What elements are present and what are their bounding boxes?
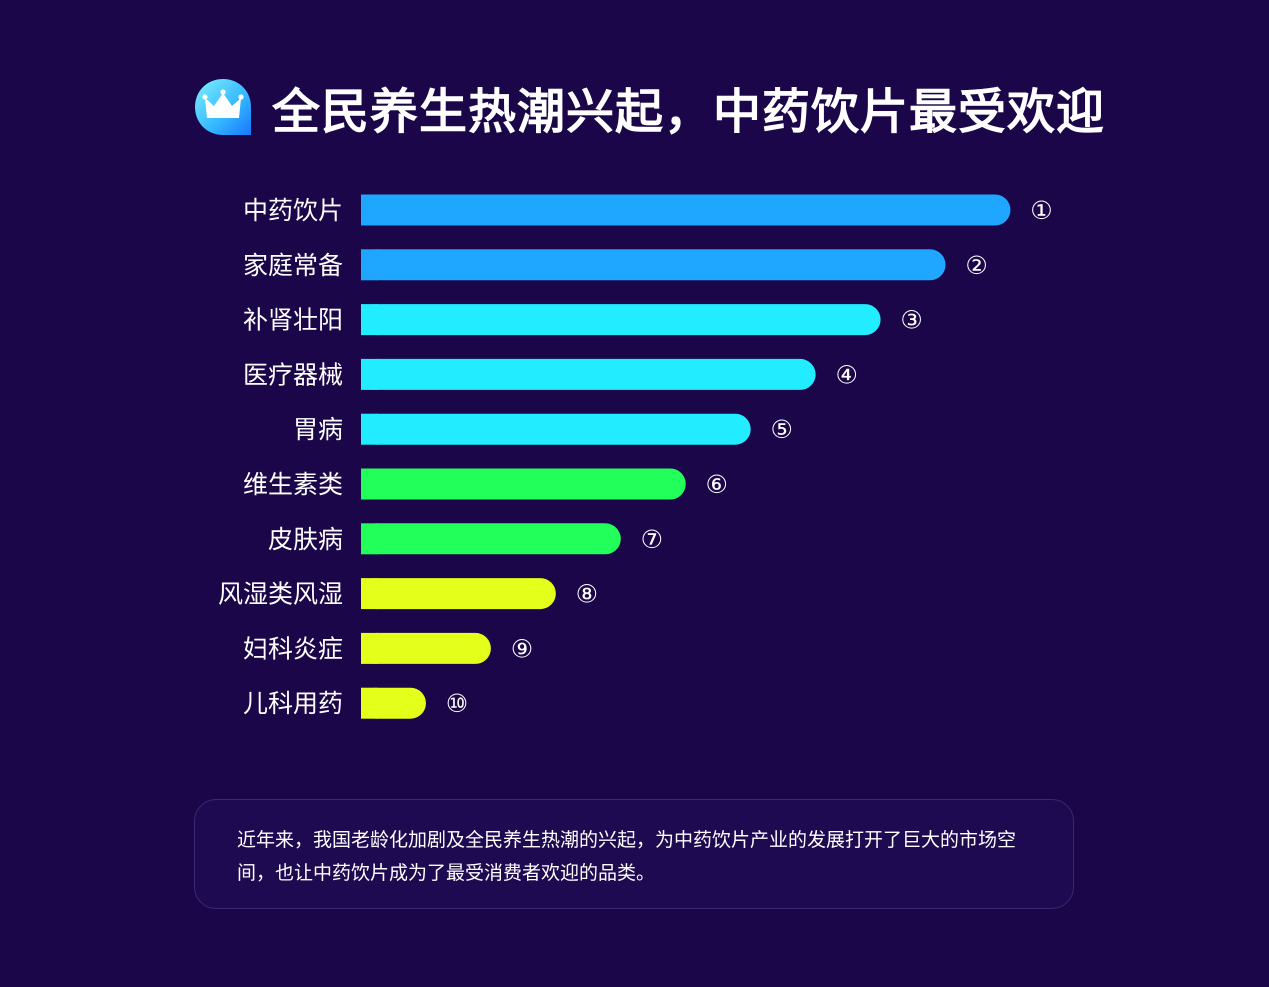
bar (361, 358, 816, 390)
bar (361, 304, 881, 336)
bar (361, 523, 621, 555)
bar-base (361, 468, 378, 500)
category-label: 儿科用药 (243, 689, 343, 718)
crown-icon (195, 79, 251, 135)
rank-label: ⑥ (706, 470, 728, 499)
bar-base (361, 304, 378, 336)
bar-base (361, 358, 378, 390)
category-label: 皮肤病 (268, 525, 343, 554)
category-label: 中药饮片 (243, 196, 343, 225)
bar-base (361, 523, 378, 555)
category-label: 医疗器械 (243, 360, 343, 389)
rank-label: ⑨ (511, 634, 533, 663)
category-label: 补肾壮阳 (243, 306, 343, 335)
bar-base (361, 632, 378, 664)
rank-label: ⑦ (641, 525, 663, 554)
description-text: 近年来，我国老龄化加剧及全民养生热潮的兴起，为中药饮片产业的发展打开了巨大的市场… (237, 829, 1017, 884)
bar (361, 194, 1011, 226)
category-label: 妇科炎症 (243, 634, 343, 663)
bar (361, 249, 946, 281)
bar (361, 468, 686, 500)
page-title: 全民养生热潮兴起，中药饮片最受欢迎 (272, 84, 1106, 140)
category-label: 胃病 (293, 415, 343, 444)
bar-base (361, 413, 378, 445)
rank-label: ③ (900, 306, 922, 335)
rank-label: ⑩ (446, 689, 468, 718)
title-row: 全民养生热潮兴起，中药饮片最受欢迎 (192, 72, 1105, 142)
category-label: 家庭常备 (243, 251, 343, 280)
bar-base (361, 578, 378, 610)
bar-base (361, 687, 378, 719)
category-label: 风湿类风湿 (218, 580, 343, 609)
rank-label: ④ (835, 360, 857, 389)
bar-base (361, 249, 378, 281)
rank-label: ⑧ (576, 580, 598, 609)
bar (361, 632, 491, 664)
rank-label: ② (965, 251, 987, 280)
category-label: 维生素类 (243, 470, 343, 499)
bar-base (361, 194, 378, 226)
bar (361, 413, 751, 445)
rank-label: ⑤ (770, 415, 792, 444)
rank-label: ① (1030, 196, 1052, 225)
description-box: 近年来，我国老龄化加剧及全民养生热潮的兴起，为中药饮片产业的发展打开了巨大的市场… (194, 799, 1074, 909)
bar (361, 578, 556, 610)
